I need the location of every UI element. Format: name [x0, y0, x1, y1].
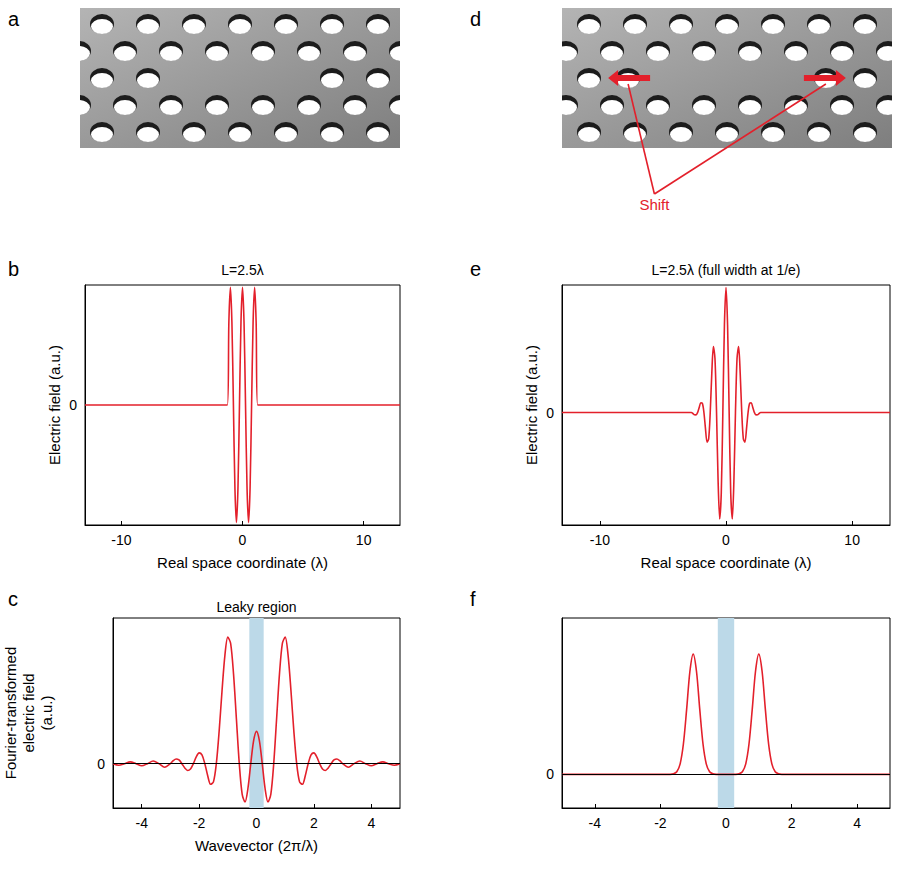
svg-text:(a.u.): (a.u.) — [38, 695, 55, 730]
svg-text:f: f — [470, 588, 476, 610]
svg-text:0: 0 — [546, 766, 554, 782]
svg-text:4: 4 — [853, 815, 861, 831]
svg-text:4: 4 — [367, 815, 375, 831]
svg-text:Real space coordinate (λ): Real space coordinate (λ) — [157, 554, 328, 571]
svg-text:0: 0 — [239, 532, 247, 548]
svg-text:L=2.5λ: L=2.5λ — [221, 262, 263, 278]
svg-text:-10: -10 — [590, 532, 610, 548]
svg-text:Real space coordinate (λ): Real space coordinate (λ) — [641, 554, 812, 571]
svg-text:-4: -4 — [135, 815, 148, 831]
svg-text:-4: -4 — [589, 815, 602, 831]
svg-text:c: c — [8, 588, 18, 610]
svg-text:0: 0 — [69, 397, 77, 413]
svg-text:electric field: electric field — [20, 673, 37, 752]
svg-text:Electric field (a.u.): Electric field (a.u.) — [46, 345, 63, 465]
svg-text:-10: -10 — [111, 532, 131, 548]
svg-text:0: 0 — [253, 815, 261, 831]
svg-text:Electric field (a.u.): Electric field (a.u.) — [523, 345, 540, 465]
svg-text:Leaky region: Leaky region — [216, 599, 296, 615]
svg-text:e: e — [470, 258, 481, 280]
svg-text:-2: -2 — [193, 815, 206, 831]
svg-text:b: b — [8, 258, 19, 280]
svg-text:0: 0 — [722, 532, 730, 548]
svg-text:L=2.5λ (full width at 1/e): L=2.5λ (full width at 1/e) — [651, 262, 800, 278]
svg-text:a: a — [8, 8, 20, 30]
svg-text:0: 0 — [97, 756, 105, 772]
svg-text:0: 0 — [546, 405, 554, 421]
svg-text:2: 2 — [788, 815, 796, 831]
svg-text:Fourier-transformed: Fourier-transformed — [2, 647, 19, 780]
svg-text:Wavevector (2π/λ): Wavevector (2π/λ) — [195, 837, 318, 854]
svg-text:d: d — [470, 8, 481, 30]
svg-text:2: 2 — [310, 815, 318, 831]
svg-text:10: 10 — [844, 532, 860, 548]
svg-text:Shift: Shift — [639, 196, 670, 213]
svg-text:0: 0 — [722, 815, 730, 831]
svg-text:10: 10 — [356, 532, 372, 548]
svg-text:-2: -2 — [654, 815, 667, 831]
